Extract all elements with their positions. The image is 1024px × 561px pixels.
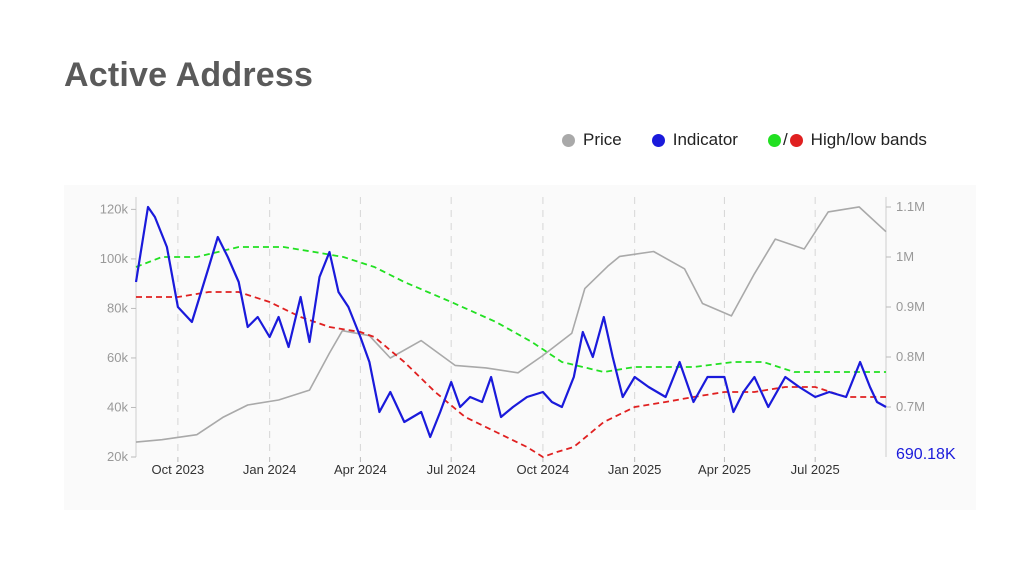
series-line-low-band <box>136 291 886 458</box>
legend-swatch-indicator <box>651 133 665 147</box>
page-title: Active Address <box>64 56 314 94</box>
y-right-tick-label: 0.9M <box>896 299 925 314</box>
y-left-tick-label: 100k <box>100 251 129 266</box>
y-right-tick-label: 0.8M <box>896 349 925 364</box>
y-left-tick-label: 80k <box>107 300 128 315</box>
y-left-tick-label: 40k <box>107 399 128 414</box>
chart-panel: Oct 2023 Jan 2024 Apr 2024 Jul 2024 Oct 2024… <box>64 185 976 510</box>
x-tick-label: Jan 2025 <box>608 462 662 477</box>
legend-swatch-low-band <box>789 133 803 147</box>
y-left-tick-label: 60k <box>107 350 128 365</box>
y-right-tick-label: 1M <box>896 249 914 264</box>
series-line-high-band <box>135 246 886 373</box>
series-line-indicator <box>134 205 887 439</box>
chart-legend: Price Indicator / High/low bands <box>562 128 927 152</box>
y-right-tick-label: 1.1M <box>896 199 925 214</box>
legend-swatch-high-band <box>767 133 781 147</box>
chart-svg[interactable]: Oct 2023 Jan 2024 Apr 2024 Jul 2024 Oct 2024… <box>64 185 976 510</box>
x-tick-label: Jul 2025 <box>791 462 840 477</box>
legend-item-indicator[interactable]: Indicator <box>651 130 738 150</box>
legend-item-bands[interactable]: / High/low bands <box>767 130 927 150</box>
legend-label-bands: High/low bands <box>810 130 927 149</box>
y-right-tick-label: 0.7M <box>896 399 925 414</box>
legend-slash: / <box>782 130 788 149</box>
x-tick-label: Apr 2025 <box>698 462 751 477</box>
y-left-tick-label: 120k <box>100 201 129 216</box>
x-tick-label: Jul 2024 <box>427 462 476 477</box>
legend-label-indicator: Indicator <box>672 130 738 149</box>
legend-label-price: Price <box>583 130 622 149</box>
x-tick-label: Oct 2023 <box>152 462 205 477</box>
y-left-tick-label: 20k <box>107 449 128 464</box>
legend-swatch-price <box>562 133 575 147</box>
last-value-label: 690.18K <box>896 446 956 463</box>
x-tick-label: Apr 2024 <box>334 462 387 477</box>
x-tick-label: Oct 2024 <box>517 462 570 477</box>
x-tick-label: Jan 2024 <box>243 462 297 477</box>
series-line-price <box>135 206 887 443</box>
legend-item-price[interactable]: Price <box>562 130 622 150</box>
